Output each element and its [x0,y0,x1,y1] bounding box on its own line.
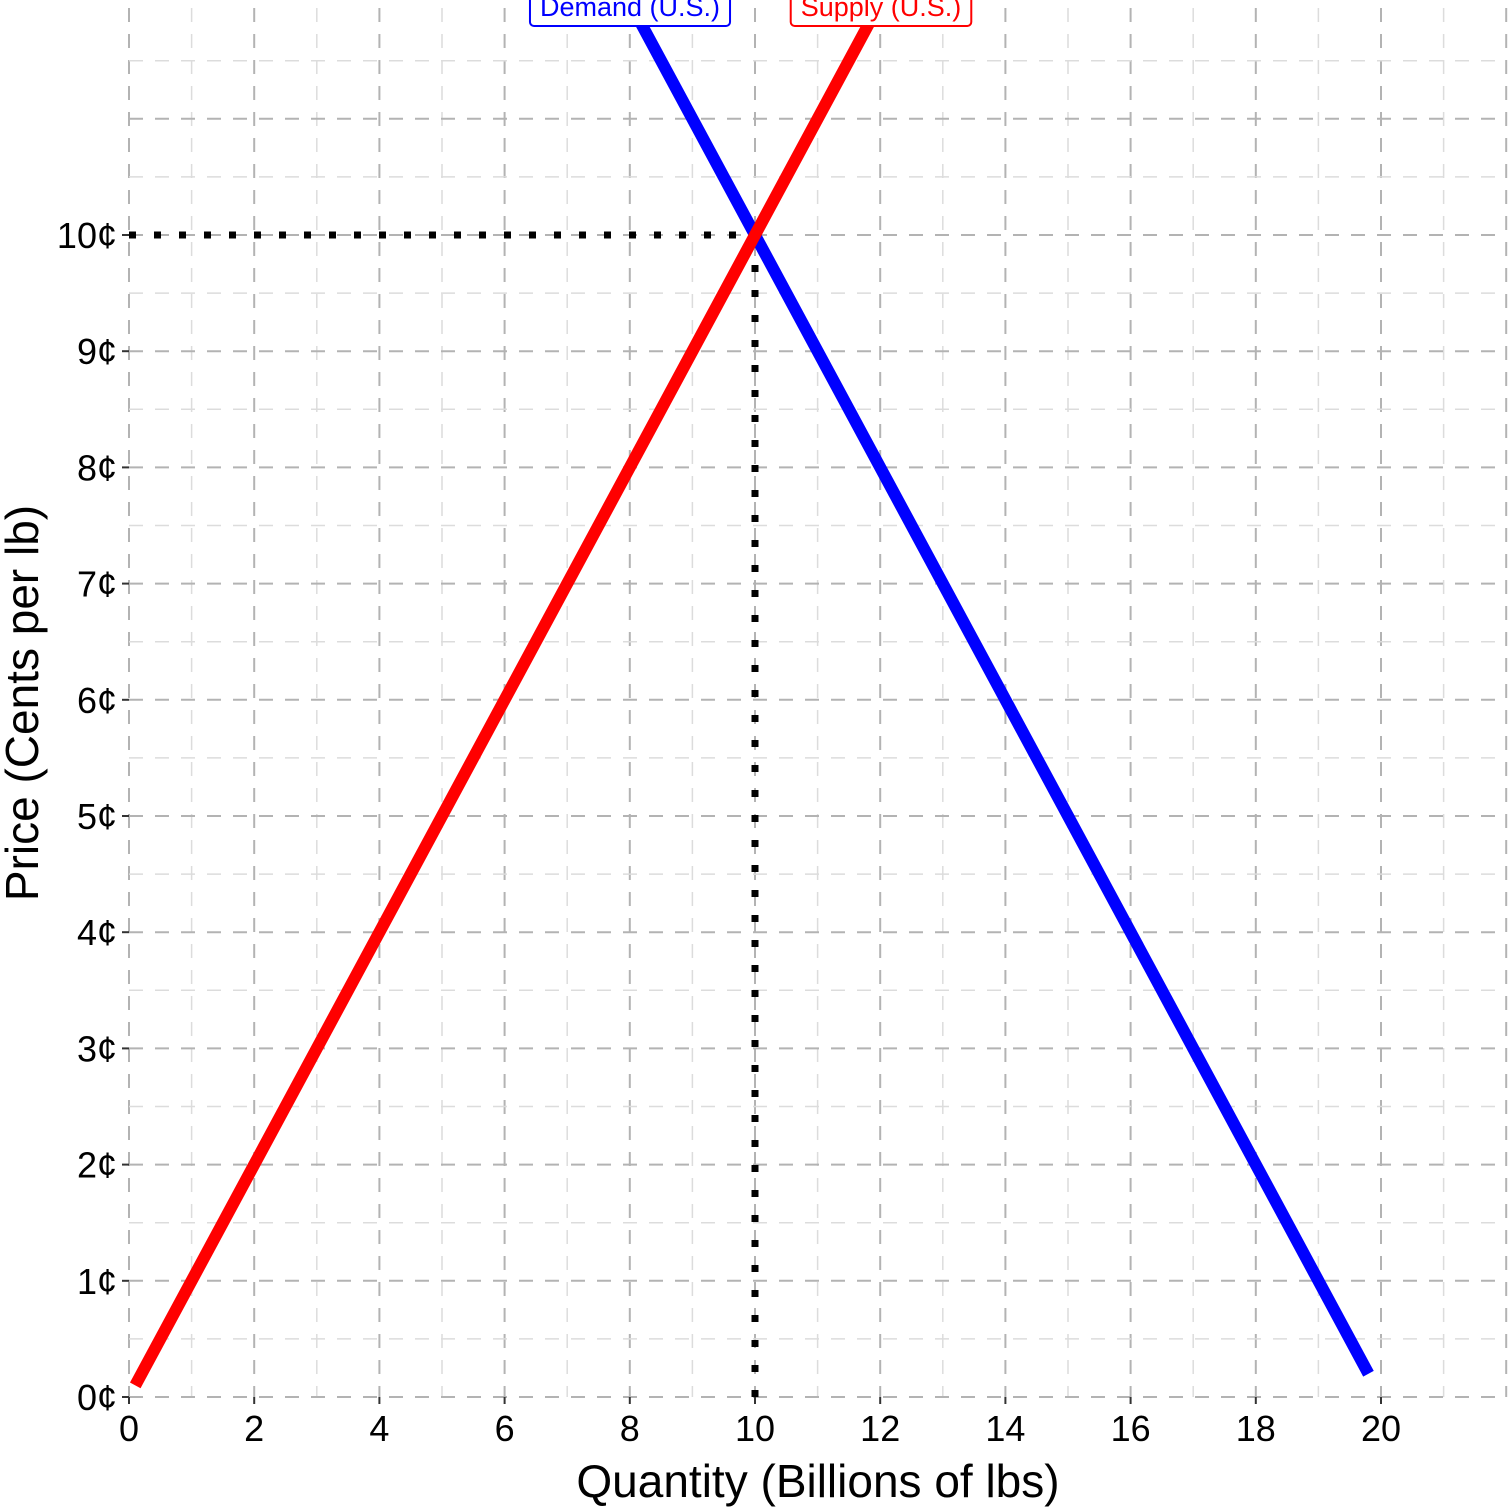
x-tick-label: 12 [860,1408,900,1449]
y-tick-label: 2¢ [77,1145,117,1186]
y-tick-label: 4¢ [77,912,117,953]
y-tick-label: 0¢ [77,1377,117,1418]
y-tick-label: 3¢ [77,1028,117,1069]
y-tick-label: 5¢ [77,796,117,837]
y-tick-label: 8¢ [77,447,117,488]
demand-label: Demand (U.S.) [528,0,732,27]
y-tick-label: 9¢ [77,331,117,372]
gridlines [128,8,1508,1398]
tick-labels: 0 2 4 6 8 10 12 14 16 18 20 0¢ 1¢ 2¢ 3¢ 4¢ 5¢ 6¢ 7¢ 8¢ 9¢ 10¢ [57,215,1401,1449]
x-tick-label: 6 [495,1408,515,1449]
y-tick-label: 6¢ [77,680,117,721]
demand-label-box [528,0,732,27]
supply-label-text: Supply (U.S.) [801,0,962,22]
demand-curve [624,0,1374,1377]
y-tick-label: 7¢ [77,564,117,605]
x-tick-label: 16 [1111,1408,1151,1449]
supply-label: Supply (U.S.) [789,0,973,27]
x-axis-title: Quantity (Billions of lbs) [576,1455,1059,1507]
x-tick-label: 4 [369,1408,389,1449]
x-tick-label: 18 [1236,1408,1276,1449]
demand-label-text: Demand (U.S.) [540,0,720,22]
y-axis-title: Price (Cents per lb) [0,505,48,901]
y-tick-label: 1¢ [77,1261,117,1302]
x-tick-label: 14 [985,1408,1025,1449]
y-tick-label: 10¢ [57,215,117,256]
curves [129,0,1374,1389]
supply-label-box [789,0,973,27]
equilibrium-reference-lines [129,231,759,1397]
x-tick-label: 2 [244,1408,264,1449]
supply-curve [129,0,886,1389]
curve-labels: Demand (U.S.) Supply (U.S.) [528,0,973,27]
x-tick-label: 0 [119,1408,139,1449]
x-tick-label: 20 [1361,1408,1401,1449]
x-tick-label: 10 [735,1408,775,1449]
x-tick-label: 8 [620,1408,640,1449]
